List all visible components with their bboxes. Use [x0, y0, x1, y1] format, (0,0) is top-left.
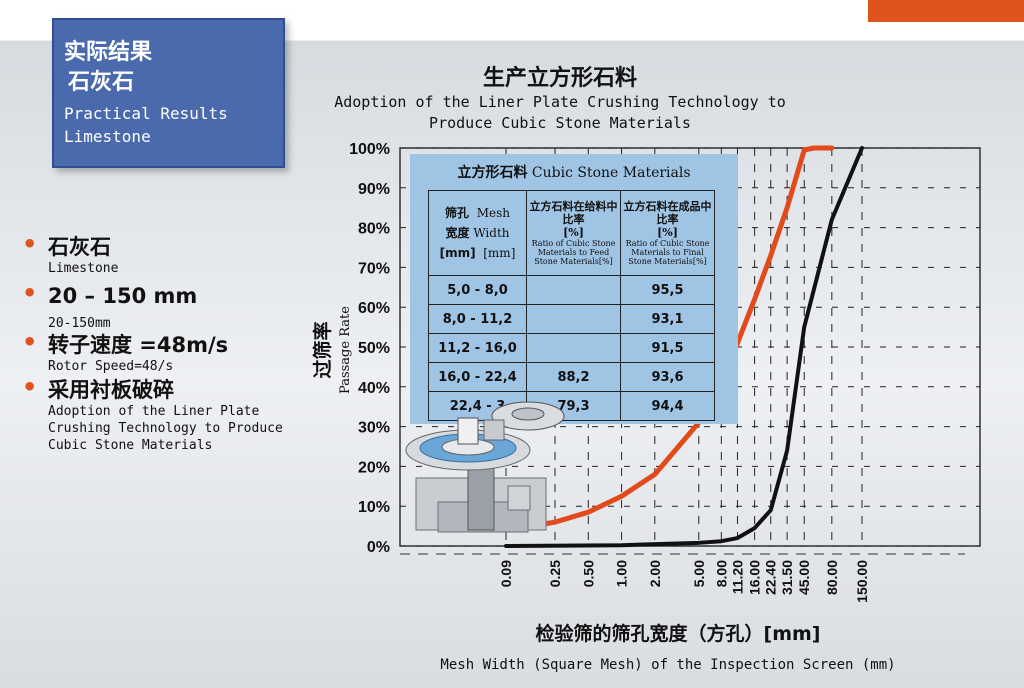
- x-tick-label: 22.40: [763, 560, 779, 595]
- y-tick-label: 20%: [358, 459, 390, 476]
- x-tick-label: 11.20: [729, 560, 745, 594]
- crusher-lid-illustration: [483, 401, 565, 441]
- chart-subtitle-en: Adoption of the Liner Plate Crushing Tec…: [334, 93, 786, 132]
- table-cell: [526, 304, 621, 334]
- bullet-list: • 石灰石 Limestone • 20 – 150 mm 20-150mm •…: [20, 230, 320, 454]
- x-tick-label: 0.09: [498, 560, 514, 587]
- bullet-item: • 转子速度 =48m/s Rotor Speed=48/s: [20, 328, 320, 375]
- x-tick-label: 2.00: [647, 560, 663, 587]
- y-tick-label: 80%: [358, 221, 390, 238]
- h1-zh1: 筛孔: [445, 206, 470, 220]
- bullet-dot: •: [22, 328, 38, 356]
- h1-en3: [mm]: [483, 246, 516, 260]
- h1-zh2: 宽度: [445, 226, 470, 240]
- y-axis-label-zh: 过筛率: [311, 321, 334, 378]
- crusher-machine-illustration: [405, 417, 547, 533]
- table-cell: 8,0 - 11,2: [428, 304, 527, 334]
- y-axis-label-en: Passage Rate: [338, 306, 353, 394]
- table-cell: 11,2 - 16,0: [428, 333, 527, 363]
- bullet-zh: 采用衬板破碎: [48, 378, 174, 402]
- h1-en2: Width: [473, 226, 510, 240]
- inset-table: 筛孔 Mesh 宽度 Width [mm] [mm] 立方石料在给料中比率 [%…: [428, 190, 715, 421]
- bullet-item: • 采用衬板破碎 Adoption of the Liner Plate Cru…: [20, 373, 320, 454]
- bullet-dot: •: [22, 279, 38, 307]
- x-tick-label: 0.50: [580, 560, 596, 587]
- bullet-en: Limestone: [48, 261, 119, 276]
- accent-bar: [868, 0, 1024, 22]
- bullet-dot: •: [22, 373, 38, 401]
- table-row: 8,0 - 11,2 93,1: [428, 304, 715, 334]
- table-cell: 94,4: [620, 391, 715, 421]
- x-tick-label: 150.00: [854, 560, 870, 603]
- title-en-1: Practical Results: [64, 104, 228, 123]
- inset-table-header: 筛孔 Mesh 宽度 Width [mm] [mm] 立方石料在给料中比率 [%…: [428, 190, 715, 276]
- table-cell: 93,1: [620, 304, 715, 334]
- table-cell: 91,5: [620, 333, 715, 363]
- chart-title-zh: 生产立方形石料: [482, 66, 637, 91]
- header-mesh-width: 筛孔 Mesh 宽度 Width [mm] [mm]: [428, 190, 527, 276]
- y-tick-label: 90%: [358, 181, 390, 198]
- x-tick-label: 16.00: [747, 560, 763, 595]
- h1-zh3: [mm]: [439, 246, 476, 260]
- bullet-zh: 转子速度 =48m/s: [48, 333, 229, 357]
- y-tick-label: 10%: [358, 499, 390, 516]
- bullet-dot: •: [22, 230, 38, 258]
- inset-title: 立方形石料 Cubic Stone Materials: [410, 162, 738, 182]
- bullet-en: Adoption of the Liner Plate Crushing Tec…: [48, 404, 283, 453]
- h2-en: Ratio of Cubic Stone Materials to Feed S…: [531, 239, 616, 266]
- table-cell: 16,0 - 22,4: [428, 362, 527, 392]
- table-row: 11,2 - 16,0 91,5: [428, 333, 715, 363]
- h3-zh: 立方石料在成品中比率: [623, 200, 712, 226]
- inset-title-en: Cubic Stone Materials: [531, 165, 691, 181]
- h3-pct: [%]: [657, 226, 678, 239]
- table-cell: 95,5: [620, 275, 715, 305]
- title-box: 实际结果 石灰石 Practical Results Limestone: [52, 18, 285, 168]
- y-tick-label: 100%: [349, 141, 390, 158]
- title-zh-1: 实际结果: [64, 40, 153, 65]
- inset-title-zh: 立方形石料: [457, 165, 528, 181]
- y-tick-label: 70%: [358, 260, 390, 277]
- x-tick-label: 8.00: [713, 560, 729, 587]
- table-cell: 93,6: [620, 362, 715, 392]
- x-axis-label-zh: 检验筛的筛孔宽度（方孔）[mm]: [536, 622, 821, 645]
- table-cell: 5,0 - 8,0: [428, 275, 527, 305]
- y-tick-label: 60%: [358, 300, 390, 317]
- x-tick-label: 5.00: [691, 560, 707, 587]
- x-tick-label: 80.00: [824, 560, 840, 595]
- title-en-2: Limestone: [64, 127, 151, 146]
- series-line-product: [504, 146, 864, 548]
- table-row: 5,0 - 8,0 95,5: [428, 275, 715, 305]
- table-cell: [526, 333, 621, 363]
- title-zh-2: 石灰石: [68, 70, 135, 95]
- table-row: 16,0 - 22,4 88,2 93,6: [428, 362, 715, 392]
- header-final-ratio: 立方石料在成品中比率 [%] Ratio of Cubic Stone Mate…: [620, 190, 715, 276]
- bullet-item: • 石灰石 Limestone: [20, 230, 320, 277]
- x-tick-label: 45.00: [796, 560, 812, 595]
- table-cell: [526, 275, 621, 305]
- y-tick-label: 50%: [358, 340, 390, 357]
- h2-pct: [%]: [563, 226, 584, 239]
- x-tick-label: 1.00: [614, 560, 630, 587]
- x-axis-label-en: Mesh Width (Square Mesh) of the Inspecti…: [440, 657, 895, 673]
- y-tick-label: 0%: [367, 539, 390, 556]
- table-cell: 88,2: [526, 362, 621, 392]
- x-tick-label: 0.25: [547, 560, 563, 587]
- bullet-en: Rotor Speed=48/s: [48, 359, 174, 374]
- x-tick-label: 31.50: [779, 560, 795, 595]
- inset-table-panel: 立方形石料 Cubic Stone Materials 筛孔 Mesh 宽度 W…: [410, 154, 738, 424]
- h3-en: Ratio of Cubic Stone Materials to Final …: [625, 239, 710, 266]
- h2-zh: 立方石料在给料中比率: [529, 200, 618, 226]
- header-feed-ratio: 立方石料在给料中比率 [%] Ratio of Cubic Stone Mate…: [526, 190, 621, 276]
- chart-title: 生产立方形石料 Adoption of the Liner Plate Crus…: [300, 66, 820, 134]
- bullet-en: 20-150mm: [48, 316, 111, 331]
- y-tick-label: 30%: [358, 420, 390, 437]
- h1-en1: Mesh: [476, 206, 510, 220]
- bullet-zh: 20 – 150 mm: [48, 284, 198, 308]
- bullet-item: • 20 – 150 mm 20-150mm: [20, 279, 320, 332]
- bullet-zh: 石灰石: [48, 235, 111, 259]
- y-tick-label: 40%: [358, 380, 390, 397]
